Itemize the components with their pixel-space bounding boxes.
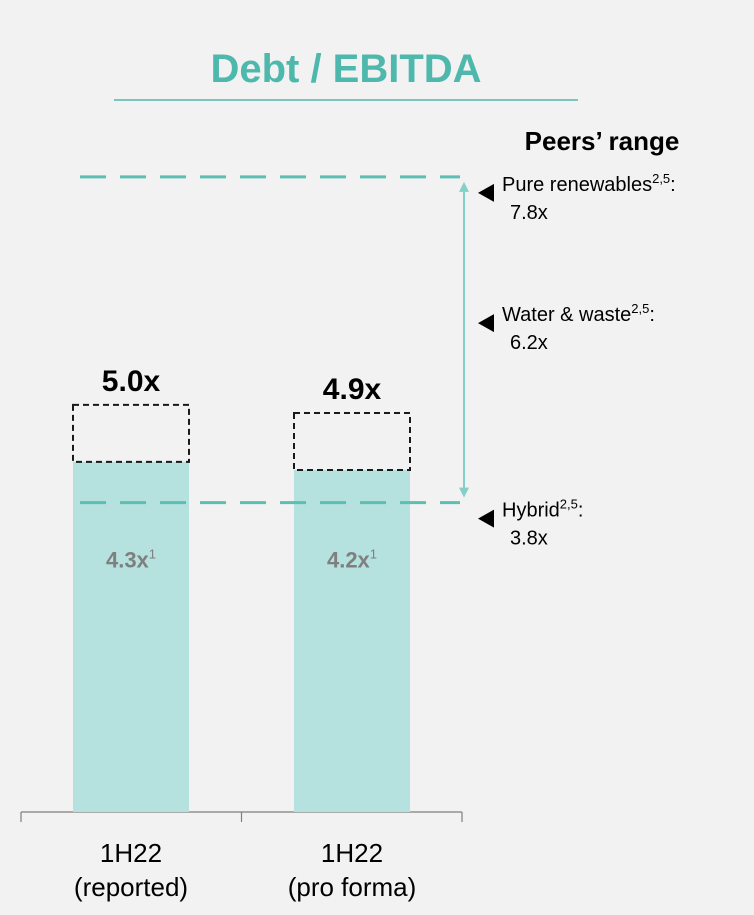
x-tick-label: 1H22 — [100, 838, 162, 868]
data-label-total: 4.9x — [323, 373, 382, 406]
data-label-bar: 4.3x1 — [106, 547, 156, 573]
bar-dashed-box — [72, 403, 190, 463]
bar — [73, 461, 189, 812]
peer-pointer-icon — [478, 509, 494, 528]
bar-dashed-box — [293, 412, 411, 471]
peer-label: Water & waste2,5: — [502, 301, 655, 326]
chart-title: Debt / EBITDA — [210, 47, 481, 91]
peer-value: 7.8x — [510, 202, 548, 224]
bar — [294, 470, 410, 812]
peer-value: 6.2x — [510, 332, 548, 354]
peer-value: 3.8x — [510, 528, 548, 550]
data-label-total: 5.0x — [102, 365, 161, 398]
data-label-bar: 4.2x1 — [327, 547, 377, 573]
peer-pointer-icon — [478, 314, 494, 333]
peer-label: Hybrid2,5: — [502, 497, 583, 522]
x-tick-label: (reported) — [74, 872, 188, 902]
peer-pointer-icon — [478, 183, 494, 202]
peer-label: Pure renewables2,5: — [502, 171, 676, 196]
x-tick-label: (pro forma) — [288, 872, 417, 902]
peers-title: Peers’ range — [525, 126, 680, 156]
x-tick-label: 1H22 — [321, 838, 383, 868]
